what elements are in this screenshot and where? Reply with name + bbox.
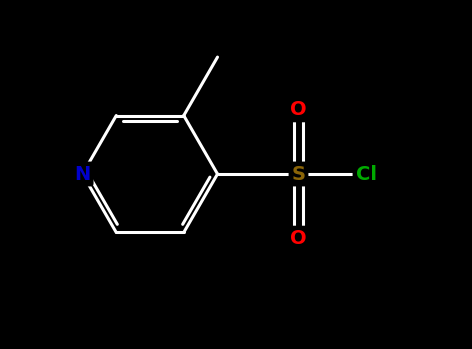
Text: O: O bbox=[290, 229, 307, 248]
Text: O: O bbox=[290, 101, 307, 119]
Text: S: S bbox=[292, 164, 305, 184]
Text: N: N bbox=[75, 164, 91, 184]
Text: Cl: Cl bbox=[355, 164, 377, 184]
